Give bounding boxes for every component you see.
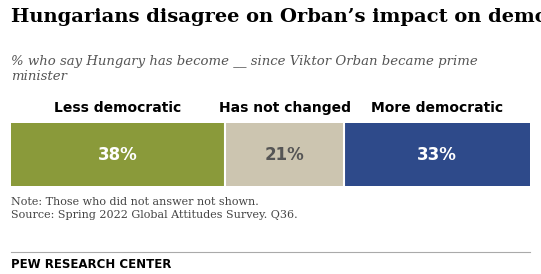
Text: Less democratic: Less democratic [55, 101, 182, 115]
Text: Hungarians disagree on Orban’s impact on democracy: Hungarians disagree on Orban’s impact on… [11, 8, 541, 26]
FancyBboxPatch shape [344, 123, 530, 186]
Text: PEW RESEARCH CENTER: PEW RESEARCH CENTER [11, 258, 171, 270]
Text: 33%: 33% [417, 146, 457, 164]
Text: More democratic: More democratic [371, 101, 503, 115]
FancyBboxPatch shape [226, 123, 344, 186]
Text: Note: Those who did not answer not shown.
Source: Spring 2022 Global Attitudes S: Note: Those who did not answer not shown… [11, 197, 298, 221]
Text: Has not changed: Has not changed [219, 101, 351, 115]
Text: 21%: 21% [265, 146, 305, 164]
Text: % who say Hungary has become __ since Viktor Orban became prime
minister: % who say Hungary has become __ since Vi… [11, 55, 478, 83]
Text: 38%: 38% [98, 146, 138, 164]
FancyBboxPatch shape [11, 123, 226, 186]
